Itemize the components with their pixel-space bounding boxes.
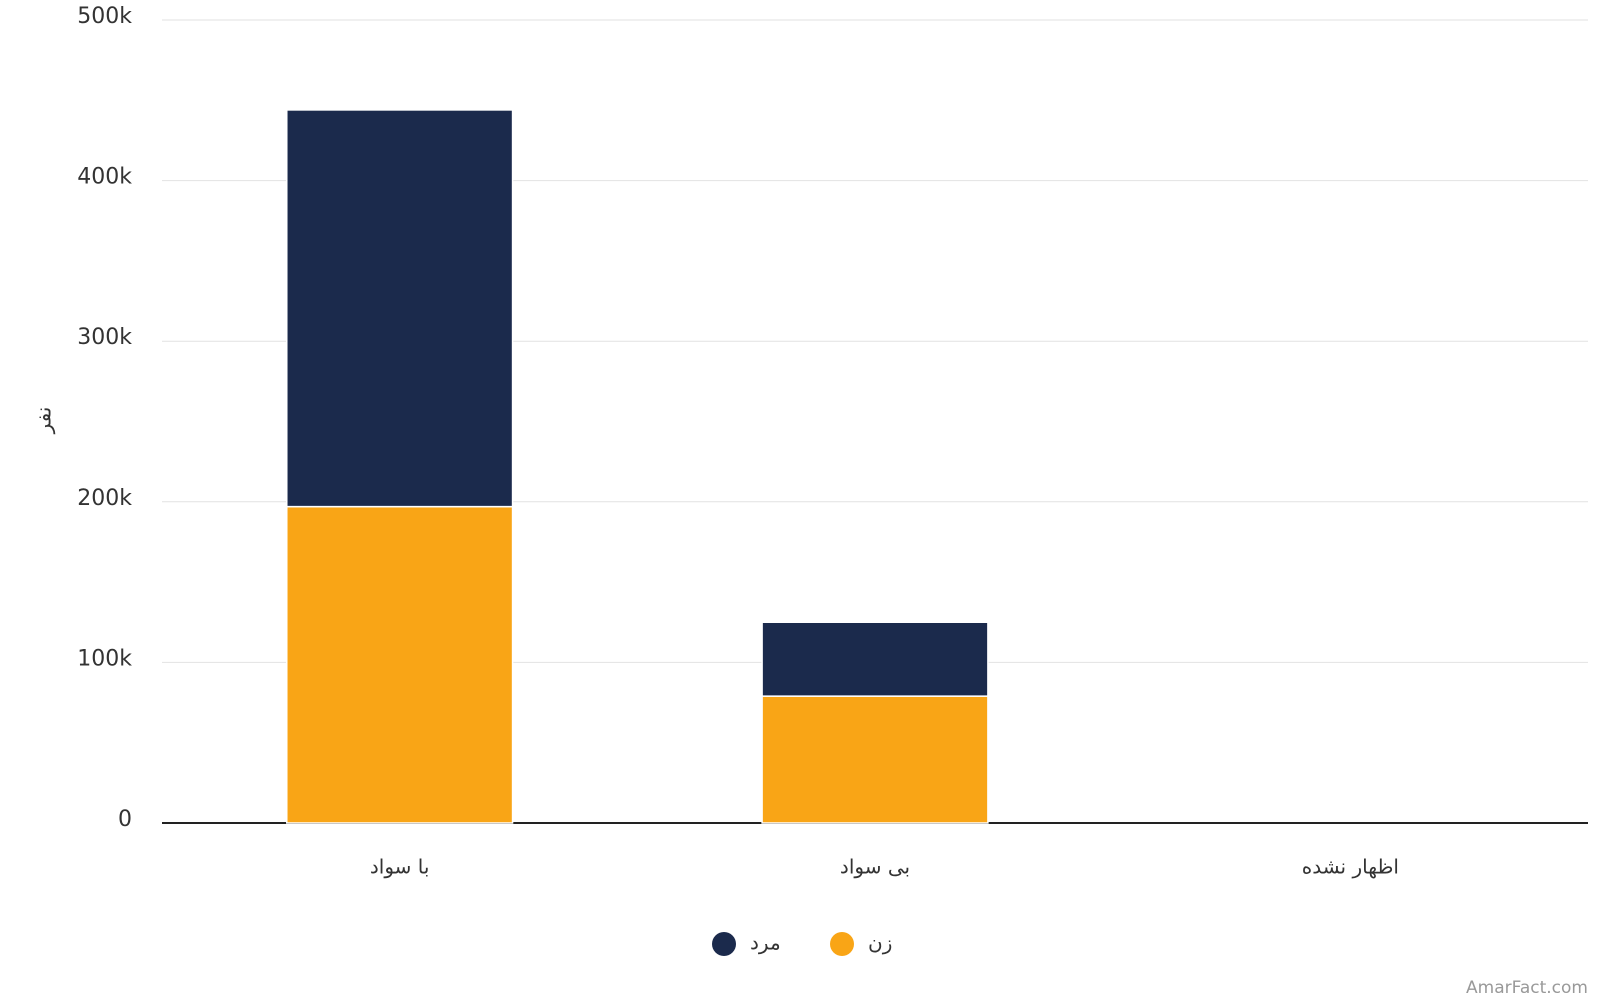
y-tick-label: 200k xyxy=(77,486,132,511)
legend-marker xyxy=(830,932,854,956)
y-tick-label: 400k xyxy=(77,165,132,190)
bar-segment xyxy=(761,621,989,697)
legend-label: مرد xyxy=(750,931,781,955)
watermark: AmarFact.com xyxy=(1466,978,1588,998)
x-tick-label: بی سواد xyxy=(840,855,910,879)
bar-segment xyxy=(761,695,989,824)
legend-marker xyxy=(712,932,736,956)
y-tick-label: 100k xyxy=(77,646,132,671)
x-tick-label: با سواد xyxy=(370,855,430,879)
x-tick-label: اظهار نشده xyxy=(1302,855,1399,879)
y-axis-label: نفر xyxy=(32,407,56,435)
y-tick-label: 300k xyxy=(77,325,132,350)
y-tick-label: 0 xyxy=(118,807,132,832)
bar-segment xyxy=(286,505,514,824)
y-tick-label: 500k xyxy=(77,4,132,29)
bar-segment xyxy=(286,109,514,508)
legend-label: زن xyxy=(868,931,892,955)
